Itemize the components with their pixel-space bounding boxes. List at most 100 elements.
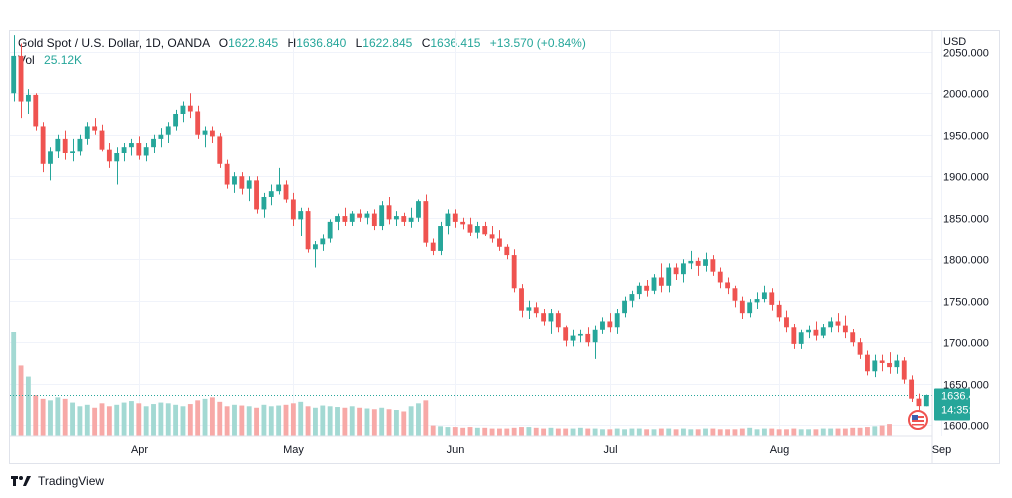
candle-body (607, 321, 613, 328)
candle-body (673, 267, 679, 275)
volume-bar (629, 428, 635, 436)
volume-bar (393, 410, 399, 436)
low-label: L (355, 36, 363, 50)
candle-body (850, 332, 856, 343)
candle-body (254, 180, 259, 210)
candle-body (688, 260, 694, 264)
candle-body (887, 362, 892, 368)
volume-bar (474, 427, 480, 436)
volume-bar (416, 403, 421, 436)
volume-bar (143, 406, 149, 436)
volume-bar (806, 429, 811, 436)
volume-bar (769, 428, 775, 436)
volume-bar (70, 402, 75, 436)
candle-body (497, 238, 502, 247)
tradingview-logo-icon[interactable] (10, 474, 32, 488)
candle-body (342, 216, 348, 222)
volume-bar (217, 401, 223, 436)
footer: TradingView (10, 472, 104, 490)
candle-body (916, 398, 922, 407)
candle-body (423, 201, 429, 243)
volume-bar (180, 406, 186, 436)
volume-bar (445, 427, 451, 436)
candle-body (732, 288, 738, 301)
candle-body (121, 147, 127, 153)
volume-bar (835, 428, 841, 436)
candle-body (92, 126, 98, 131)
candle-body (636, 285, 642, 295)
candle-body (136, 143, 142, 156)
volume-bar (268, 406, 274, 436)
candle-body (364, 213, 370, 218)
volume-bar (828, 428, 834, 436)
volume-bar (504, 428, 510, 436)
candle-body (209, 130, 215, 137)
candle-body (173, 113, 179, 127)
volume-bar (519, 427, 524, 436)
candle-body (798, 332, 804, 344)
last-price-label: 1636.415 (941, 391, 987, 403)
volume-bar (511, 427, 517, 436)
candle-body (820, 327, 826, 336)
volume-bar (401, 411, 407, 436)
volume-bar (305, 406, 311, 436)
volume-bar (482, 427, 488, 436)
volume-value: 25.12K (44, 53, 83, 67)
candle-body (511, 255, 517, 289)
candle-body (371, 213, 377, 227)
candle-body (725, 282, 731, 289)
volume-bar (158, 402, 164, 436)
candle-body (313, 244, 318, 250)
candle-body (33, 94, 39, 127)
candle-body (710, 259, 716, 272)
candle-body (305, 211, 311, 250)
candle-body (143, 147, 149, 156)
volume-bar (541, 428, 547, 436)
volume-bar (695, 429, 701, 436)
volume-bar (717, 429, 723, 436)
last-price-marker: 1636.415 14:35:06 (934, 388, 987, 421)
symbol-name[interactable]: Gold Spot / U.S. Dollar, 1D, OANDA (18, 36, 210, 50)
volume-bar (688, 429, 694, 436)
candle-body (533, 307, 539, 314)
candle-body (585, 333, 591, 343)
volume-bar (99, 403, 105, 436)
price-tick-label: 1800.000 (943, 255, 989, 267)
volume-bar (386, 409, 392, 436)
candle-body (769, 292, 775, 305)
price-tick-label: 1700.000 (943, 338, 989, 350)
candle-body (644, 285, 650, 291)
volume-bar (636, 428, 642, 436)
volume-bar (497, 428, 502, 436)
us-flag-icon[interactable] (908, 410, 928, 430)
volume-bar (710, 428, 716, 436)
time-axis-ticks: Apr May Jun Jul Aug Sep (131, 444, 951, 456)
volume-bar (600, 429, 605, 436)
candle-body (401, 216, 407, 222)
volume-bar (33, 395, 39, 436)
volume-bar (850, 427, 856, 436)
volume-bar (585, 428, 591, 436)
candle-body (828, 321, 834, 328)
volume-bar (452, 427, 458, 436)
candle-body (614, 313, 620, 328)
brand-name[interactable]: TradingView (38, 474, 105, 488)
candle-body (865, 354, 870, 372)
candle-body (335, 216, 340, 222)
volume-bar (761, 428, 767, 436)
candle-body (526, 307, 532, 311)
candle-body (84, 126, 90, 139)
volume-bar (857, 427, 863, 436)
candle-body (11, 55, 17, 94)
candle-body (187, 105, 193, 112)
candle-body (129, 143, 134, 148)
candle-body (901, 360, 907, 380)
candle-body (784, 317, 789, 328)
volume-bar (224, 406, 230, 436)
candle-body (541, 313, 547, 322)
volume-bar (364, 408, 370, 436)
candle-body (695, 260, 701, 266)
time-tick-label: Sep (932, 444, 952, 456)
price-tick-label: 1850.000 (943, 214, 989, 226)
